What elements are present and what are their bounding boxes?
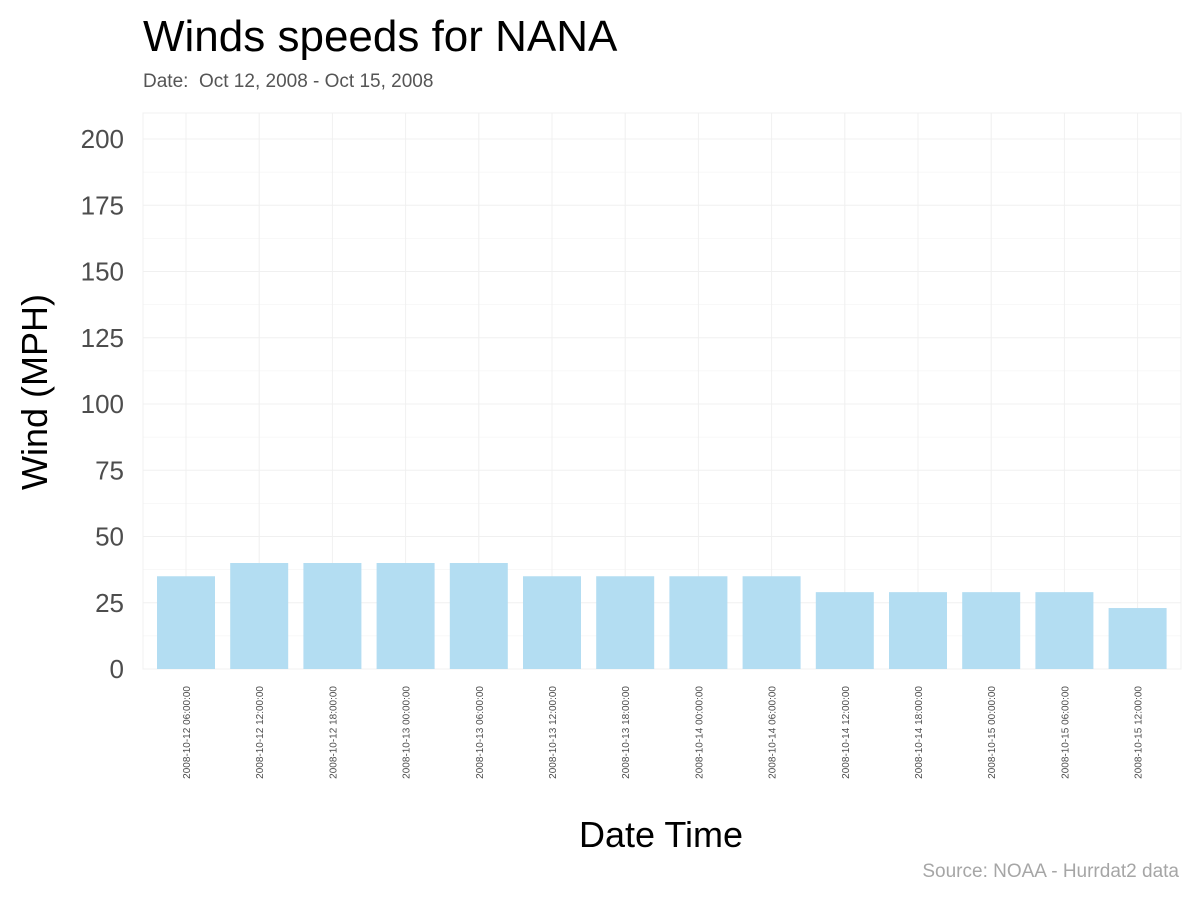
bars [157, 563, 1167, 669]
y-tick-label: 100 [81, 389, 124, 419]
y-axis-title: Wind (MPH) [14, 294, 55, 490]
bar [230, 563, 289, 669]
x-tick-label: 2008-10-13 00:00:00 [402, 686, 413, 779]
bar [962, 592, 1021, 669]
bar [449, 563, 508, 669]
y-tick-label: 175 [81, 190, 124, 220]
bar [596, 576, 655, 669]
y-tick-label: 0 [110, 654, 124, 684]
x-tick-label: 2008-10-15 00:00:00 [987, 686, 998, 779]
bar [376, 563, 435, 669]
bar [157, 576, 215, 669]
y-tick-label: 125 [81, 323, 124, 353]
x-tick-label: 2008-10-14 12:00:00 [841, 686, 852, 779]
bar [815, 592, 874, 669]
bar [742, 576, 801, 669]
x-tick-label: 2008-10-13 12:00:00 [548, 686, 559, 779]
x-axis-title: Date Time [579, 814, 743, 855]
x-tick-label: 2008-10-14 06:00:00 [768, 686, 779, 779]
x-tick-label: 2008-10-14 18:00:00 [914, 686, 925, 779]
bar [523, 576, 581, 669]
grid-lines [142, 112, 1182, 670]
x-tick-label: 2008-10-12 18:00:00 [328, 686, 339, 779]
x-tick-label: 2008-10-13 18:00:00 [621, 686, 632, 779]
x-tick-label: 2008-10-12 12:00:00 [255, 686, 266, 779]
x-tick-label: 2008-10-15 06:00:00 [1060, 686, 1071, 779]
chart-caption: Source: NOAA - Hurrdat2 data [922, 861, 1179, 882]
bar [1108, 608, 1167, 669]
y-tick-label: 150 [81, 257, 124, 287]
x-tick-label: 2008-10-14 00:00:00 [694, 686, 705, 779]
plot-panel-border [142, 112, 1182, 670]
x-axis-ticks: 2008-10-12 06:00:00 2008-10-12 12:00:00 20… [182, 686, 1145, 779]
chart-subtitle: Date: Oct 12, 2008 - Oct 15, 2008 [143, 71, 434, 92]
x-tick-label: 2008-10-15 12:00:00 [1134, 686, 1145, 779]
x-tick-label: 2008-10-12 06:00:00 [182, 686, 193, 779]
bar [889, 592, 947, 669]
chart-title: Winds speeds for NANA [143, 12, 618, 61]
y-tick-label: 50 [95, 522, 124, 552]
y-tick-label: 200 [81, 124, 124, 154]
bar [669, 576, 728, 669]
y-tick-label: 25 [95, 588, 124, 618]
x-tick-label: 2008-10-13 06:00:00 [475, 686, 486, 779]
y-tick-label: 75 [95, 455, 124, 485]
bar [303, 563, 362, 669]
y-axis-ticks: 0 25 50 75 100 125 150 175 200 [81, 124, 124, 684]
bar [1035, 592, 1094, 669]
